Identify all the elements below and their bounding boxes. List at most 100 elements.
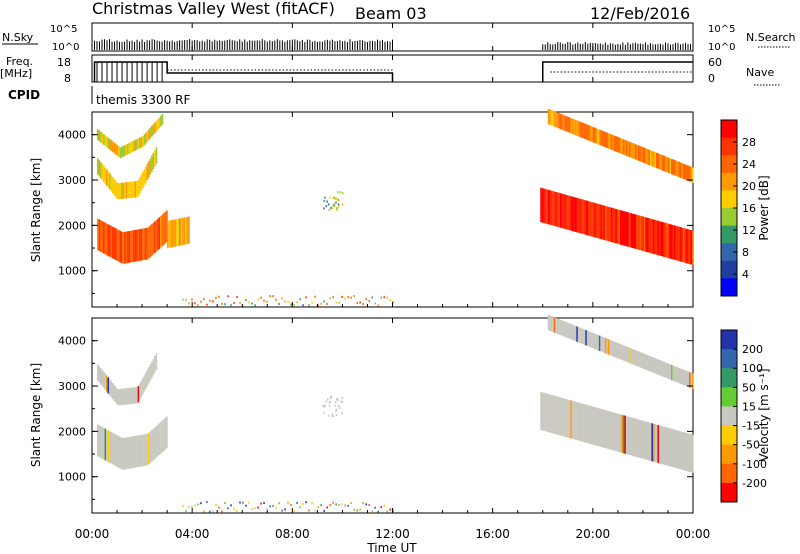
nave-label: Nave [746, 66, 774, 79]
range-gate-column [157, 424, 159, 457]
range-gate-column [583, 404, 586, 443]
range-gate-column [121, 182, 123, 200]
scatter-point [342, 192, 344, 195]
range-gate-column [622, 415, 625, 454]
range-gate-column [552, 395, 554, 434]
scatter-point [334, 197, 337, 200]
range-gate-column [134, 139, 137, 151]
range-gate-column [125, 144, 128, 156]
range-gate-column [661, 155, 664, 171]
range-gate-column [610, 134, 613, 150]
range-gate-column [152, 222, 155, 255]
scatter-point [284, 508, 286, 511]
colorbar-tick-label: -15 [742, 420, 760, 433]
range-gate-column [589, 201, 592, 237]
range-gate-column [661, 222, 664, 257]
scatter-point [374, 506, 376, 509]
range-gate-column [541, 392, 544, 431]
range-gate-column [561, 320, 563, 336]
colorbar-swatch [721, 172, 737, 191]
range-gate-column [592, 127, 595, 143]
range-gate-column [574, 197, 577, 232]
colorbar-swatch [721, 278, 737, 297]
range-gate-column [579, 121, 581, 138]
range-gate-column [136, 435, 138, 468]
scatter-point [254, 304, 256, 307]
range-gate-column [601, 130, 604, 147]
range-gate-column [160, 215, 162, 248]
range-gate-column [582, 199, 584, 235]
range-gate-column [163, 419, 165, 451]
range-gate-column [119, 230, 122, 263]
scatter-point [194, 504, 196, 507]
scatter-point [236, 509, 238, 512]
range-gate-column [556, 112, 559, 128]
scatter-point [254, 507, 256, 510]
range-gate-column [627, 212, 629, 247]
scatter-point [359, 301, 361, 304]
range-gate-column [139, 229, 141, 261]
range-gate-column [675, 160, 678, 177]
range-gate-column [684, 370, 687, 386]
scatter-point [324, 196, 326, 199]
scatter-point [341, 295, 343, 298]
range-gate-column [104, 428, 107, 461]
scatter-point [386, 510, 388, 513]
range-gate-column [568, 399, 571, 439]
range-gate-column [604, 132, 607, 148]
range-gate-column [122, 388, 125, 405]
range-gate-column [672, 159, 675, 175]
range-gate-column [654, 358, 657, 374]
scatter-point [308, 509, 310, 512]
scatter-point [341, 397, 344, 400]
range-gate-column [552, 316, 554, 333]
range-gate-column [553, 191, 556, 227]
range-gate-column [552, 191, 554, 226]
range-gate-column [609, 411, 611, 450]
range-gate-column [544, 189, 547, 224]
range-gate-column [152, 124, 155, 136]
range-gate-column [145, 372, 147, 389]
range-gate-column [136, 229, 138, 262]
scatter-point [331, 413, 334, 416]
range-gate-column [139, 435, 141, 467]
range-gate-column [595, 203, 598, 238]
range-gate-column [158, 217, 161, 249]
range-gate-column [142, 136, 144, 147]
range-gate-column [119, 147, 122, 159]
scatter-point [302, 503, 304, 506]
range-gate-column [667, 157, 670, 174]
scatter-point [182, 298, 184, 301]
range-gate-column [145, 166, 147, 183]
range-gate-column [580, 122, 583, 138]
range-gate-column [577, 121, 580, 137]
scatter-point [311, 502, 313, 505]
colorbar-tick-label: 15 [742, 400, 756, 413]
range-gate-column [681, 163, 684, 179]
range-gate-column [688, 433, 691, 472]
scatter-point [350, 501, 352, 504]
range-gate-column [573, 401, 575, 440]
scatter-point [212, 510, 214, 513]
scatter-point [371, 296, 373, 299]
range-gate-column [669, 428, 672, 467]
range-gate-column [690, 434, 693, 473]
range-gate-column [594, 202, 596, 238]
range-gate-column [567, 322, 569, 339]
scatter-point [338, 503, 340, 506]
range-gate-column [103, 427, 105, 460]
range-gate-column [688, 372, 691, 388]
nsky-tick-top: 10^5 [50, 24, 77, 35]
range-gate-column [97, 218, 99, 251]
range-gate-column [592, 202, 595, 238]
scatter-point [333, 196, 336, 199]
range-gate-column [571, 324, 574, 341]
range-gate-column [654, 424, 657, 463]
range-gate-column [633, 143, 636, 160]
range-gate-column [128, 142, 131, 154]
range-gate-column [101, 163, 104, 181]
range-gate-column [667, 427, 670, 467]
range-gate-column [139, 177, 141, 194]
range-gate-column [555, 396, 557, 435]
scatter-point [185, 510, 187, 513]
